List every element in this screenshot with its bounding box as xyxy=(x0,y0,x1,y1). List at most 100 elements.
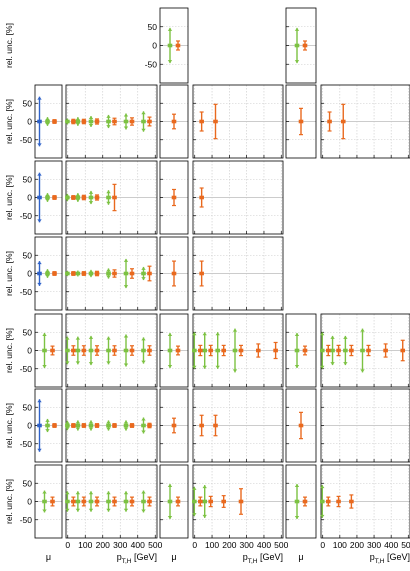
x-tick-label: 300 xyxy=(113,540,127,550)
error-bar xyxy=(106,268,111,279)
y-tick-label: -50 xyxy=(20,211,33,221)
error-bar xyxy=(88,420,94,431)
error-bar xyxy=(129,117,135,126)
y-tick-label: 0 xyxy=(27,346,32,356)
error-bar xyxy=(94,423,100,428)
error-bar xyxy=(71,118,76,125)
panel-r6-c4 xyxy=(285,464,317,539)
error-bar xyxy=(202,332,208,369)
error-bar xyxy=(50,345,55,356)
error-bar xyxy=(129,345,135,356)
error-bar xyxy=(167,483,173,520)
panel-r4-c5 xyxy=(320,313,410,388)
error-bar xyxy=(171,113,177,130)
error-bar xyxy=(238,344,244,357)
y-tick-label: 50 xyxy=(23,402,33,412)
error-bar xyxy=(37,399,42,452)
error-bar xyxy=(106,420,111,431)
error-bar xyxy=(302,496,308,507)
y-tick-label: 0 xyxy=(27,421,32,431)
error-bar xyxy=(215,332,220,369)
error-bar xyxy=(123,491,129,512)
y-tick-label: -50 xyxy=(20,135,33,145)
error-bar xyxy=(42,332,47,369)
x-tick-label: 0 xyxy=(320,540,325,550)
y-tick-label: -50 xyxy=(20,439,33,449)
error-bar xyxy=(75,270,81,277)
error-bar xyxy=(81,118,87,125)
error-bar xyxy=(298,107,304,136)
error-bar xyxy=(199,187,204,208)
error-bar xyxy=(167,27,173,64)
error-bar xyxy=(221,344,226,357)
error-bar xyxy=(65,336,70,365)
y-tick-label: 0 xyxy=(152,41,157,51)
error-bar xyxy=(199,260,204,287)
error-bar xyxy=(94,270,100,277)
error-bar xyxy=(167,332,173,369)
panel-r3-c3 xyxy=(192,236,284,311)
error-bar xyxy=(360,328,365,373)
error-bar xyxy=(302,345,308,356)
error-bar xyxy=(106,336,111,365)
x-tick-label: 400 xyxy=(384,540,398,550)
error-bar xyxy=(106,114,111,129)
y-tick-label: 50 xyxy=(148,22,158,32)
error-bar xyxy=(129,268,135,279)
error-bar xyxy=(65,420,70,431)
error-bar xyxy=(94,194,100,201)
error-bar xyxy=(141,111,146,132)
error-bar xyxy=(208,344,214,357)
x-tick-label: 200 xyxy=(350,540,364,550)
error-bar xyxy=(52,195,57,200)
error-bar xyxy=(273,341,278,360)
x-tick-label: 400 xyxy=(131,540,145,550)
error-bar xyxy=(349,494,354,509)
y-tick-label: -50 xyxy=(20,287,33,297)
y-tick-label: -50 xyxy=(20,364,33,374)
error-bar xyxy=(123,258,129,289)
y-tick-label: 50 xyxy=(23,478,33,488)
error-bar xyxy=(343,335,348,366)
error-bar xyxy=(112,496,117,507)
error-bar xyxy=(319,485,325,518)
error-bar xyxy=(294,332,300,369)
error-bar xyxy=(330,335,335,366)
error-bar xyxy=(327,111,332,132)
y-tick-label: 50 xyxy=(23,174,33,184)
y-tick-label: 0 xyxy=(27,497,32,507)
panel-r4-c2 xyxy=(159,313,189,388)
error-bar xyxy=(112,117,117,126)
error-bar xyxy=(65,270,70,277)
error-bar xyxy=(37,261,42,286)
error-bar xyxy=(147,116,152,127)
error-bar xyxy=(175,345,181,356)
error-bar xyxy=(106,491,111,512)
error-bar xyxy=(232,328,238,373)
error-bar xyxy=(123,334,129,367)
y-tick-label: 50 xyxy=(23,250,33,260)
y-tick-label: -50 xyxy=(20,515,33,525)
error-bar xyxy=(50,496,55,507)
panel-r6-c0 xyxy=(34,464,63,539)
error-bar xyxy=(94,496,100,507)
error-bar xyxy=(45,269,50,278)
x-tick-label: 400 xyxy=(257,540,271,550)
y-tick-label: 0 xyxy=(27,193,32,203)
error-bar xyxy=(45,193,50,202)
x-tick-label: 500 xyxy=(148,540,162,550)
panel-r6-c5 xyxy=(320,464,410,539)
x-tick-label: 300 xyxy=(240,540,254,550)
panel-r1-c3 xyxy=(192,84,284,159)
y-tick-label: 50 xyxy=(23,327,33,337)
error-bar xyxy=(294,483,300,520)
error-bar xyxy=(221,495,226,508)
error-bar xyxy=(75,491,81,512)
x-tick-label: 200 xyxy=(222,540,236,550)
error-bar xyxy=(37,96,42,147)
error-bar xyxy=(238,488,244,515)
panel-r2-c1 xyxy=(65,160,158,235)
error-bar xyxy=(81,194,87,201)
error-bar xyxy=(400,339,406,362)
x-axis-label: pT,H [GeV] xyxy=(117,552,157,565)
